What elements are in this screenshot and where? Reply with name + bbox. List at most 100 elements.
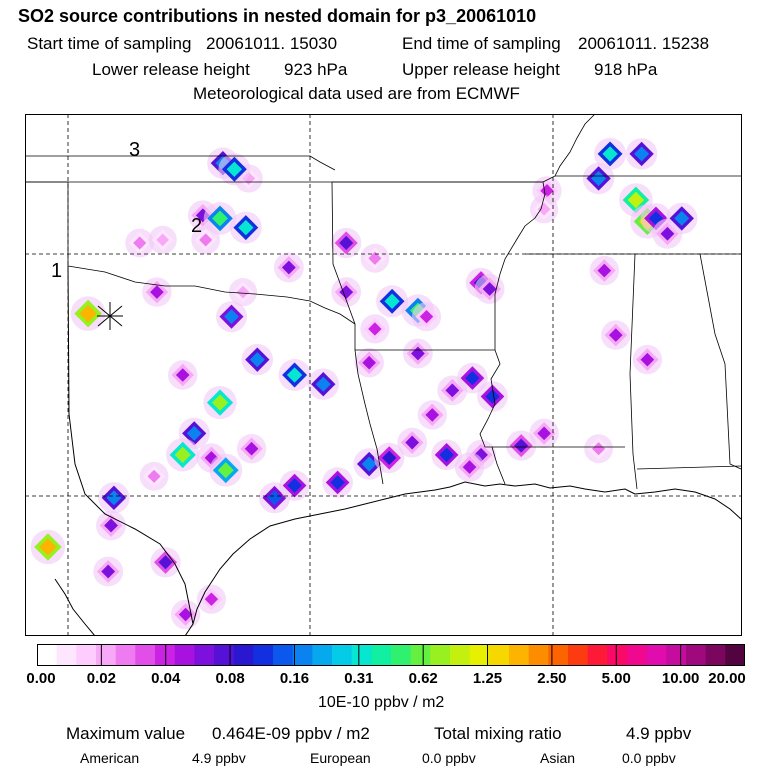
- colorbar-cell: [509, 644, 530, 666]
- hotspot: [582, 162, 615, 195]
- hotspot: [360, 314, 390, 344]
- hotspot: [529, 418, 559, 448]
- release-site-marker: [97, 302, 123, 330]
- hotspot: [354, 348, 384, 378]
- colorbar-cells: [37, 644, 745, 666]
- upper-release-label: Upper release height: [402, 60, 560, 79]
- colorbar-cell: [469, 644, 490, 666]
- colorbar-cell: [391, 644, 412, 666]
- colorbar-cell: [56, 644, 77, 666]
- colorbar-cell: [430, 644, 451, 666]
- colorbar-frame: [37, 644, 745, 666]
- american-label: American: [80, 750, 140, 766]
- hotspot: [98, 482, 130, 514]
- end-time-value: 20061011. 15238: [578, 34, 710, 53]
- hotspot: [530, 195, 559, 224]
- hotspot: [166, 438, 200, 472]
- colorbar-cell: [725, 644, 745, 666]
- border-nebraska-kansas: [25, 155, 336, 171]
- hotspot: [322, 467, 353, 498]
- hotspot: [148, 225, 177, 254]
- border-oklahoma-arkansas: [331, 181, 356, 325]
- asian-value: 0.0 ppbv: [622, 750, 676, 766]
- hotspot: [601, 320, 631, 350]
- hotspot: [454, 452, 485, 482]
- hotspot: [203, 386, 237, 420]
- start-time-value: 20061011. 15030: [206, 34, 338, 53]
- border-rio-grande: [67, 265, 194, 625]
- hotspot: [278, 359, 311, 391]
- coastline-mexico-texas: [184, 481, 636, 636]
- colorbar-cell: [607, 644, 628, 666]
- colorbar: [37, 644, 745, 666]
- lower-release-value: 923 hPa: [284, 60, 348, 79]
- hotspot: [30, 529, 66, 565]
- border-louisiana-mississippi-river: [479, 349, 625, 448]
- hotspot: [218, 153, 251, 186]
- hotspot: [209, 453, 243, 487]
- hotspot: [191, 225, 221, 255]
- hotspot: [70, 296, 106, 331]
- hotspot: [203, 202, 237, 235]
- hotspot: [279, 470, 310, 501]
- hotspot: [594, 137, 627, 170]
- hotspot: [403, 338, 433, 369]
- hotspot: [125, 228, 155, 258]
- colorbar-cell: [627, 644, 648, 666]
- colorbar-tick-label: 0.00: [26, 670, 56, 687]
- hotspot: [93, 556, 124, 587]
- hotspot: [331, 277, 362, 307]
- hotspot: [228, 278, 258, 307]
- hotspot: [96, 510, 126, 541]
- total-mixing-value: 4.9 ppbv: [626, 724, 692, 743]
- european-label: European: [310, 750, 371, 766]
- hotspot: [506, 430, 537, 461]
- hotspot: [457, 362, 488, 394]
- colorbar-cell: [194, 644, 215, 666]
- colorbar-cell: [548, 644, 569, 666]
- border-arkansas-missouri: [332, 181, 546, 350]
- colorbar-cell: [371, 644, 392, 666]
- colorbar-cell: [312, 644, 333, 666]
- start-time-label: Start time of sampling: [27, 34, 192, 53]
- hotspot: [142, 277, 172, 307]
- hotspot: [477, 381, 508, 412]
- total-mixing-label: Total mixing ratio: [434, 724, 562, 743]
- hotspot: [589, 255, 619, 286]
- hotspot: [397, 427, 428, 458]
- colorbar-tick-label: 1.25: [472, 670, 503, 687]
- coastline-gulf: [54, 578, 96, 636]
- colorbar-cell: [646, 644, 667, 666]
- map-plot: 1 2 3: [25, 114, 742, 636]
- hotspot: [632, 344, 663, 375]
- hotspot: [196, 584, 226, 614]
- hotspot: [625, 138, 658, 170]
- border-oklahoma-texas-red-river: [67, 265, 356, 325]
- colorbar-cell: [489, 644, 510, 666]
- colorbar-tick-label: 0.16: [279, 670, 310, 687]
- hotspot: [360, 243, 390, 273]
- colorbar-cell: [214, 644, 235, 666]
- max-value-value: 0.464E-09 ppbv / m2: [212, 724, 370, 743]
- colorbar-tick-label: 0.04: [151, 670, 181, 687]
- colorbar-tick-label: 0.02: [86, 670, 116, 687]
- domain-label-2: 2: [191, 215, 202, 237]
- hotspot-layer: [30, 137, 698, 630]
- colorbar-cell: [568, 644, 589, 666]
- hotspot: [584, 434, 613, 464]
- hotspot: [307, 368, 339, 400]
- hotspot: [274, 252, 304, 283]
- coastline-florida-panhandle: [634, 488, 742, 520]
- colorbar-cell: [155, 644, 176, 666]
- border-louisiana-mississippi: [491, 446, 506, 485]
- hotspot: [139, 461, 169, 491]
- asian-label: Asian: [540, 750, 576, 766]
- domain-label-1: 1: [51, 260, 62, 282]
- hotspot: [474, 274, 505, 304]
- border-mississippi-alabama: [629, 253, 638, 490]
- hotspot: [168, 360, 198, 390]
- colorbar-cell: [686, 644, 707, 666]
- colorbar-tick-label: 0.08: [215, 670, 245, 687]
- colorbar-cell: [233, 644, 254, 666]
- colorbar-cell: [332, 644, 353, 666]
